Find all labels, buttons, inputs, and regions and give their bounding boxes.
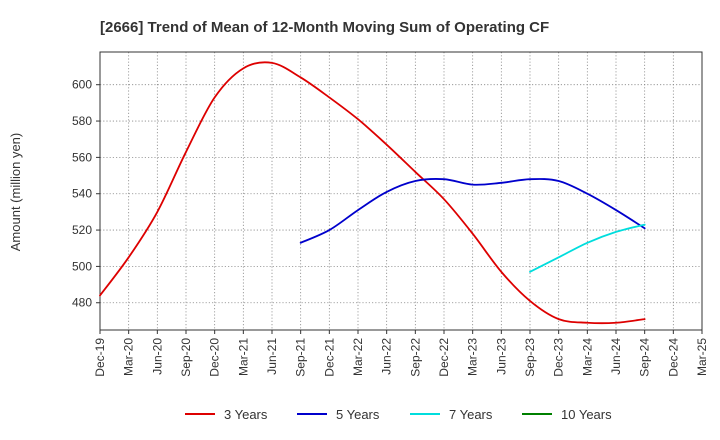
plot-frame bbox=[99, 51, 703, 331]
x-tick-label: Dec-24 bbox=[666, 338, 680, 377]
x-tick-label: Sep-20 bbox=[179, 338, 193, 377]
x-tick-label: Jun-22 bbox=[380, 338, 394, 375]
legend: 3 Years 5 Years 7 Years 10 Years bbox=[185, 407, 612, 422]
legend-label-3-years: 3 Years bbox=[224, 407, 268, 422]
x-tick-label: Dec-23 bbox=[552, 338, 566, 377]
x-tick-label: Dec-22 bbox=[437, 338, 451, 377]
grid bbox=[99, 52, 703, 330]
x-tick-label: Sep-21 bbox=[294, 338, 308, 377]
y-tick-label: 540 bbox=[72, 187, 92, 201]
x-tick-label: Dec-20 bbox=[208, 338, 222, 377]
x-tick-label: Mar-23 bbox=[466, 338, 480, 376]
x-tick-label: Sep-23 bbox=[523, 338, 537, 377]
axes: 480 500 520 540 560 580 600 Dec-19 Mar-20 Jun-20 S… bbox=[72, 51, 709, 377]
series-line-5-years bbox=[299, 178, 646, 244]
x-tick-label: Mar-20 bbox=[122, 338, 136, 376]
y-axis-label: Amount (million yen) bbox=[8, 133, 23, 252]
y-tick-label: 480 bbox=[72, 296, 92, 310]
x-tick-label: Mar-21 bbox=[236, 338, 250, 376]
x-tick-label: Jun-23 bbox=[494, 338, 508, 375]
y-tick-label: 500 bbox=[72, 259, 92, 273]
x-tick-label: Mar-25 bbox=[695, 338, 709, 376]
x-tick-label: Jun-20 bbox=[150, 338, 164, 375]
x-tick-label: Dec-21 bbox=[322, 338, 336, 377]
chart-title: [2666] Trend of Mean of 12-Month Moving … bbox=[100, 19, 549, 36]
y-tick-label: 600 bbox=[72, 78, 92, 92]
series-line-7-years bbox=[529, 223, 646, 273]
x-tick-label: Sep-24 bbox=[638, 338, 652, 377]
legend-label-5-years: 5 Years bbox=[336, 407, 380, 422]
x-tick-label: Jun-24 bbox=[609, 338, 623, 375]
y-tick-label: 560 bbox=[72, 150, 92, 164]
x-tick-label: Mar-22 bbox=[351, 338, 365, 376]
x-tick-label: Jun-21 bbox=[265, 338, 279, 375]
legend-label-10-years: 10 Years bbox=[561, 407, 612, 422]
y-tick-label: 580 bbox=[72, 114, 92, 128]
series-lines bbox=[99, 61, 646, 325]
x-tick-label: Sep-22 bbox=[408, 338, 422, 377]
x-tick-label: Dec-19 bbox=[93, 338, 107, 377]
y-tick-label: 520 bbox=[72, 223, 92, 237]
x-tick-label: Mar-24 bbox=[580, 338, 594, 376]
legend-label-7-years: 7 Years bbox=[449, 407, 493, 422]
series-line-3-years bbox=[99, 61, 646, 325]
